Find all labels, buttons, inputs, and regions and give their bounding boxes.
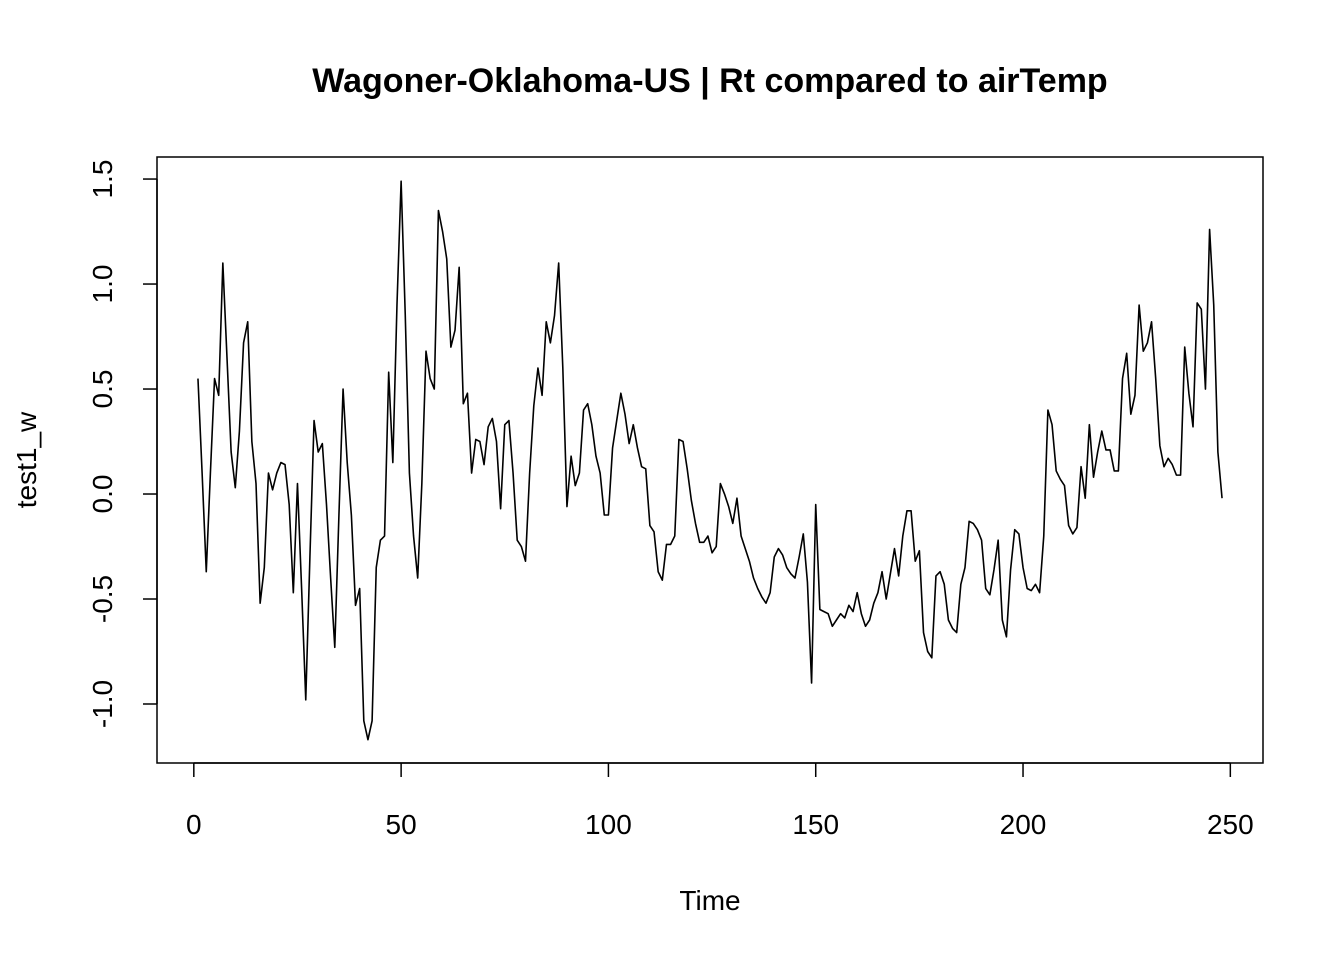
y-axis-label: test1_w bbox=[11, 411, 42, 508]
y-tick-label: 0.0 bbox=[87, 475, 118, 514]
y-tick-label: 1.5 bbox=[87, 160, 118, 199]
x-tick-label: 100 bbox=[585, 809, 632, 840]
y-tick-label: 0.5 bbox=[87, 370, 118, 409]
x-tick-label: 250 bbox=[1207, 809, 1254, 840]
x-tick-label: 150 bbox=[792, 809, 839, 840]
y-tick-label: -0.5 bbox=[87, 575, 118, 623]
y-tick-label: -1.0 bbox=[87, 680, 118, 728]
x-axis-label: Time bbox=[679, 885, 740, 916]
x-tick-label: 0 bbox=[186, 809, 202, 840]
x-tick-label: 50 bbox=[386, 809, 417, 840]
x-tick-label: 200 bbox=[1000, 809, 1047, 840]
chart-title: Wagoner-Oklahoma-US | Rt compared to air… bbox=[312, 62, 1107, 100]
data-line bbox=[197, 180, 1223, 741]
y-tick-label: 1.0 bbox=[87, 265, 118, 304]
